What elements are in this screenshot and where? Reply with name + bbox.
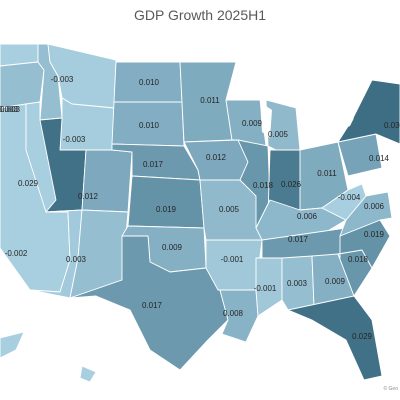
state-ms (255, 257, 283, 317)
value-label-nc: 0.019 (364, 230, 385, 239)
map-credit: © Geo (383, 386, 398, 392)
value-label-nm: 0.003 (66, 255, 87, 264)
state-wv (321, 183, 367, 221)
value-label-va: 0.006 (364, 202, 385, 211)
value-label-ia: 0.012 (206, 153, 227, 162)
value-label-pa: 0.014 (369, 154, 390, 163)
value-label-wy: -0.003 (63, 135, 86, 144)
value-label-mi: 0.005 (268, 130, 289, 139)
value-label-wi: 0.009 (242, 119, 263, 128)
value-label-ok: 0.009 (162, 243, 183, 252)
value-label-nd: 0.010 (139, 78, 160, 87)
value-label-tn: 0.017 (288, 235, 309, 244)
value-label-ar: -0.001 (221, 255, 244, 264)
value-label-mn: 0.011 (200, 96, 220, 105)
value-label-oh: 0.011 (317, 169, 337, 178)
state-fl (287, 295, 383, 381)
value-label-sc: 0.018 (348, 255, 369, 264)
value-label-ms: -0.001 (254, 284, 277, 293)
value-label-fl: 0.029 (352, 332, 373, 341)
value-label-az: -0.002 (5, 249, 28, 258)
value-label-tx: 0.017 (142, 301, 163, 310)
value-label-sd: 0.010 (139, 121, 160, 130)
map-title: GDP Growth 2025H1 (133, 7, 267, 23)
value-label-or: 0.003 (0, 105, 21, 114)
value-label-mt: -0.003 (51, 75, 74, 84)
value-label-ne: 0.017 (143, 160, 164, 169)
state-tx (69, 235, 229, 371)
value-label-ga: 0.009 (325, 277, 346, 286)
state-il (237, 139, 271, 229)
state-mi (265, 99, 301, 151)
value-label-al: 0.003 (287, 279, 308, 288)
value-label-ks: 0.019 (156, 205, 177, 214)
state-hi (79, 365, 97, 383)
state-ny (337, 79, 400, 145)
value-label-mo: 0.005 (219, 205, 240, 214)
state-or (0, 61, 45, 109)
value-label-il: 0.018 (253, 181, 274, 190)
state-co (81, 149, 133, 213)
value-label-wv: -0.004 (338, 193, 361, 202)
value-label-id: 0.003 (0, 105, 19, 114)
value-label-in: 0.026 (281, 180, 302, 189)
value-label-ky: 0.006 (297, 212, 318, 221)
value-label-la: 0.008 (223, 309, 244, 318)
state-ar (205, 239, 263, 291)
value-label-ut: 0.029 (18, 179, 39, 188)
state-ak (0, 331, 25, 359)
value-label-ny: 0.030 (384, 121, 400, 130)
state-ks (127, 175, 205, 229)
value-label-co: 0.012 (78, 192, 99, 201)
